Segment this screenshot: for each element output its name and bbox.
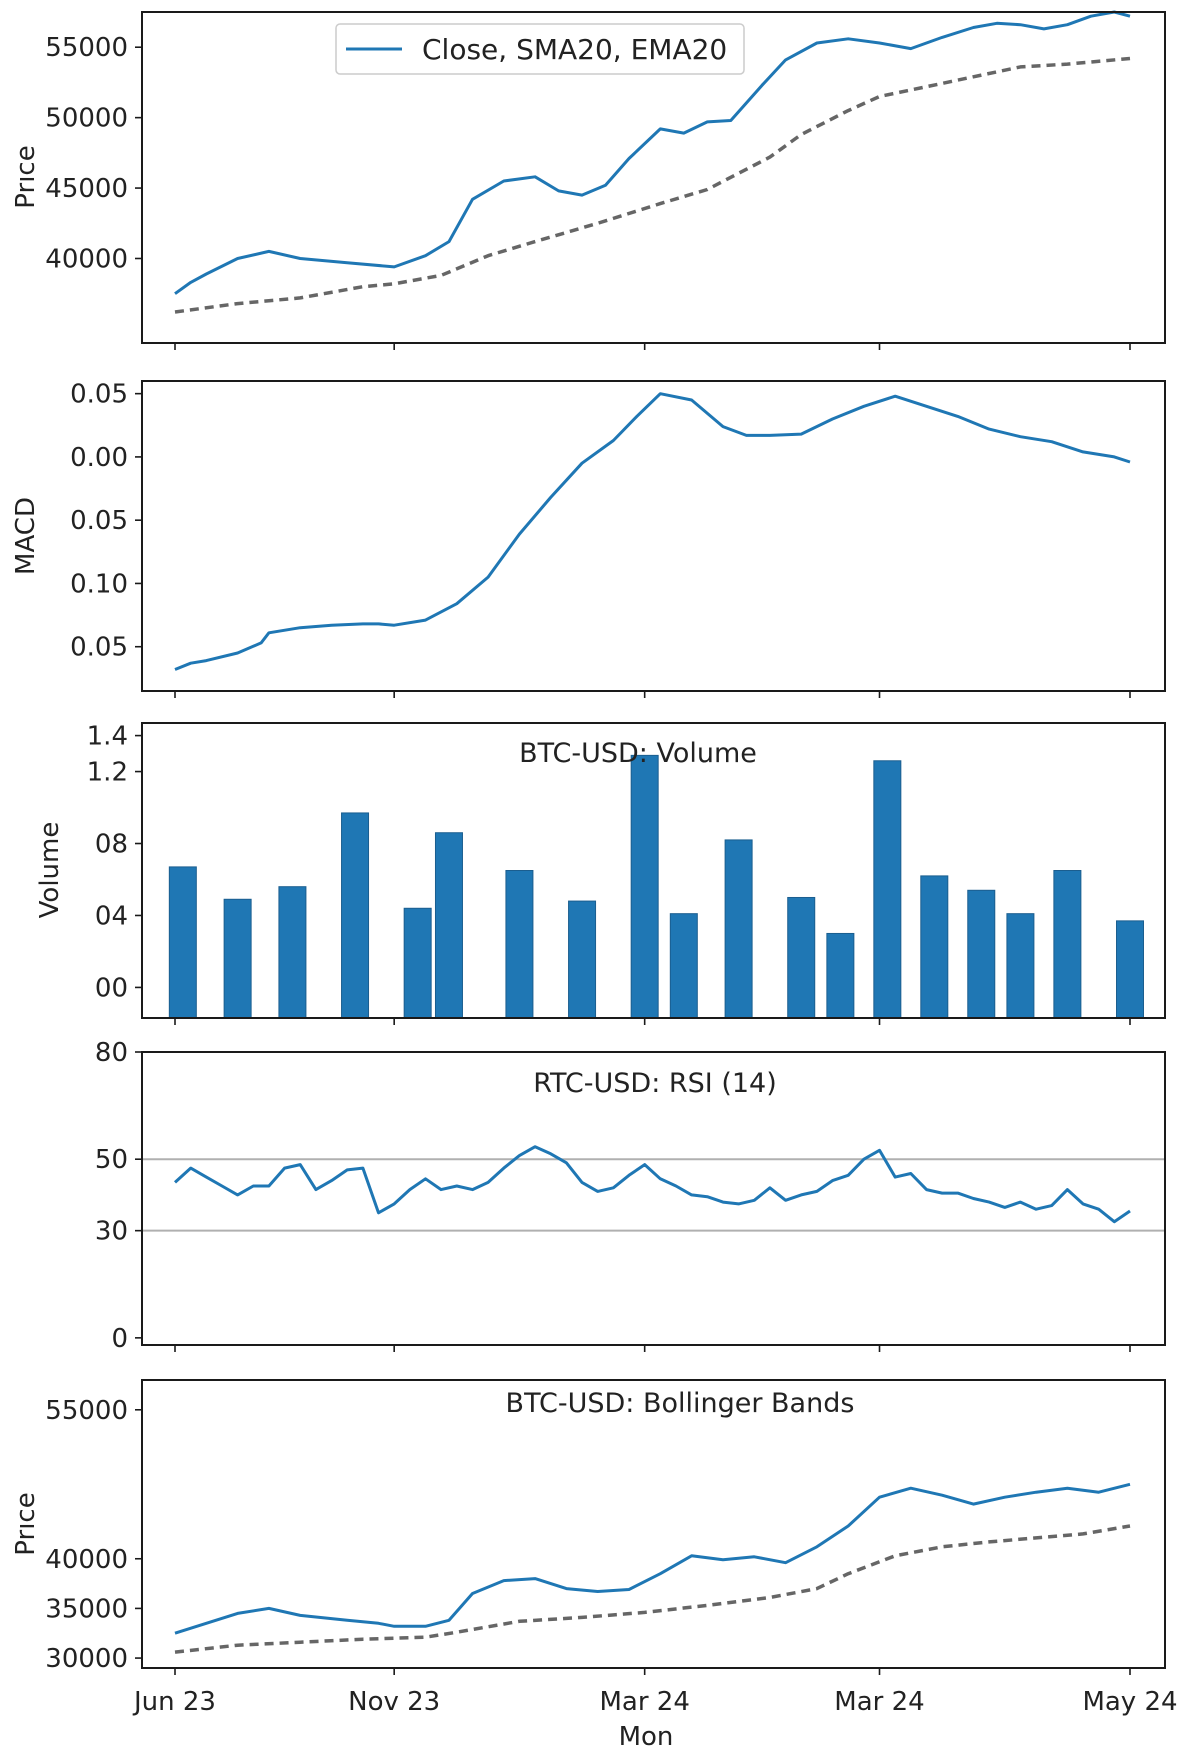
macd-panel-ytick-label: 0.10 [70, 569, 128, 599]
volume-panel-axes: 00 04 08 1.2 1.4 [87, 722, 1131, 1025]
volume-bar [787, 896, 816, 1019]
volume-bar [568, 900, 597, 1019]
bollinger-panel-frame [141, 1379, 1166, 1669]
macd-panel-ytick-label: 0.05 [70, 633, 128, 663]
volume-bar [434, 832, 463, 1019]
volume-bar [826, 932, 855, 1019]
xtick-label: Mar 24 [599, 1687, 689, 1717]
volume-bar [724, 839, 753, 1019]
rsi-panel: 0 30 50 80 RTC-USD: RSI (14) [95, 1038, 1166, 1354]
macd-panel-axes: 0.05 0.00 0.05 0.10 0.05 [70, 380, 1131, 698]
volume-bar [168, 866, 197, 1019]
bollinger-panel-ylabel: Prıce [11, 1492, 41, 1555]
price-panel-series-dashed-line [174, 56, 1131, 314]
price-panel-axes: 40000 45000 50000 55000 [45, 33, 1131, 350]
volume-bar [505, 870, 534, 1019]
volume-bar [669, 913, 698, 1019]
volume-bar [223, 898, 252, 1019]
macd-panel-ytick-label: 0.05 [70, 380, 128, 410]
price-panel-frame [141, 11, 1166, 344]
volume-panel-ytick-label: 08 [95, 830, 128, 860]
volume-panel-ytick-label: 00 [95, 973, 128, 1003]
volume-panel: 00 04 08 1.2 1.4 Volume BTC-USD: Volume [35, 722, 1166, 1025]
volume-panel-ytick-label: 04 [95, 901, 128, 931]
volume-bar [1053, 870, 1082, 1019]
volume-panel-title: BTC-USD: Volume [519, 738, 757, 769]
volume-panel-marks [168, 754, 1144, 1019]
rsi-panel-ytick-label: 0 [111, 1324, 128, 1354]
bollinger-panel-marks [174, 1482, 1131, 1654]
macd-panel: 0.05 0.00 0.05 0.10 0.05 MACD [11, 380, 1166, 698]
rsi-panel-marks [142, 1145, 1165, 1232]
price-panel-marks [174, 10, 1131, 314]
bollinger-panel-ytick-label: 40000 [45, 1545, 128, 1575]
volume-bar [403, 907, 432, 1019]
price-panel-series-solid-line [174, 10, 1131, 295]
bollinger-panel-axes: 30000 35000 40000 55000 Jun 23 Nov 23 Mar 24 Ma… [45, 1396, 1177, 1717]
bollinger-panel-series-solid-line [174, 1482, 1131, 1635]
bollinger-panel-ytick-label: 30000 [45, 1644, 128, 1674]
macd-panel-marks [174, 392, 1131, 671]
legend-box [335, 23, 745, 75]
rsi-panel-ytick-label: 50 [95, 1145, 128, 1175]
price-panel-ytick-label: 40000 [45, 244, 128, 274]
macd-panel-ytick-label: 0.00 [70, 443, 128, 473]
price-panel-ytick-label: 50000 [45, 104, 128, 134]
rsi-panel-series-solid-line [173, 1145, 1131, 1224]
volume-bar [920, 875, 949, 1019]
xtick-label: Mar 24 [834, 1687, 924, 1717]
xtick-label: May 24 [1082, 1687, 1177, 1717]
price-panel: 40000 45000 50000 55000 Prıce Close, SMA20,… [11, 10, 1166, 350]
volume-bar [873, 760, 902, 1019]
volume-panel-frame [141, 722, 1166, 1019]
rsi-panel-title: RTC-USD: RSI (14) [533, 1068, 777, 1099]
volume-panel-ytick-label: 1.2 [87, 758, 128, 788]
price-panel-ylabel: Prıce [11, 145, 41, 208]
bollinger-panel-ytick-label: 35000 [45, 1594, 128, 1624]
bollinger-panel-series-dashed-line [174, 1524, 1131, 1654]
rsi-panel-axes: 0 30 50 80 [95, 1038, 1131, 1354]
volume-bar [1006, 913, 1035, 1019]
macd-panel-ytick-label: 0.05 [70, 506, 128, 536]
bollinger-panel: 30000 35000 40000 55000 Jun 23 Nov 23 Mar 24 Ma… [11, 1379, 1178, 1751]
volume-bar [630, 754, 659, 1019]
x-axis-label: Mon [619, 1722, 674, 1751]
xtick-label: Jun 23 [132, 1687, 216, 1717]
macd-panel-series-solid-line [174, 392, 1131, 671]
macd-panel-frame [141, 380, 1166, 692]
volume-bar [1116, 920, 1144, 1019]
bollinger-panel-title: BTC-USD: Bollinger Bands [506, 1388, 855, 1419]
xtick-label: Nov 23 [348, 1687, 440, 1717]
volume-bar [967, 889, 996, 1019]
volume-panel-ytick-label: 1.4 [87, 722, 128, 752]
volume-bar [278, 886, 307, 1019]
bollinger-panel-ytick-label: 55000 [45, 1396, 128, 1426]
rsi-panel-frame [141, 1051, 1166, 1346]
rsi-panel-ytick-label: 80 [95, 1038, 128, 1068]
legend-label: Close, SMA20, EMA20 [422, 33, 727, 66]
price-legend: Close, SMA20, EMA20 [335, 23, 745, 75]
price-panel-ytick-label: 55000 [45, 33, 128, 63]
volume-panel-ylabel: Volume [35, 822, 65, 919]
volume-bar [341, 812, 370, 1019]
macd-panel-ylabel: MACD [11, 497, 41, 575]
price-panel-ytick-label: 45000 [45, 174, 128, 204]
rsi-panel-ytick-label: 30 [95, 1217, 128, 1247]
